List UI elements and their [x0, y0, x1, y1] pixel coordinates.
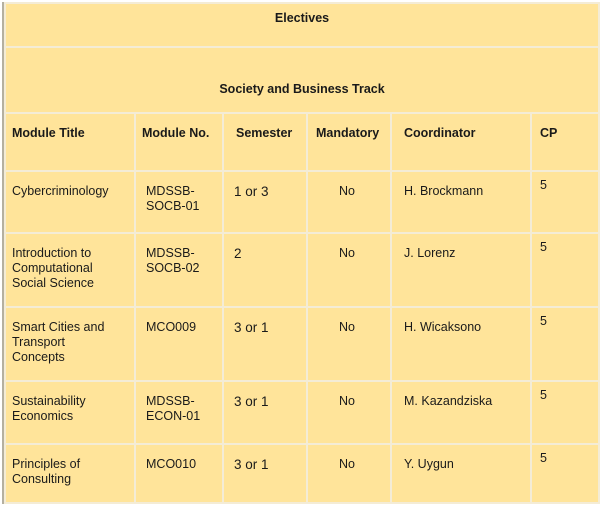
cell-mandatory: No: [306, 232, 392, 308]
table-row: Introduction to Computational Social Sci…: [4, 232, 600, 308]
cell-mandatory: No: [306, 443, 392, 504]
table-title: Electives: [3, 2, 600, 48]
column-header-label: CP: [540, 126, 558, 140]
track-row: Society and Business Track: [3, 46, 600, 114]
table-row: Smart Cities and Transport Concepts MCO0…: [4, 306, 600, 382]
cell-module-no: MDSSB-SOCB-01: [134, 170, 224, 234]
cell-coordinator: H. Brockmann: [390, 170, 532, 234]
coordinator-text: H. Wicaksono: [404, 320, 482, 334]
cell-semester: 3 or 1: [222, 443, 308, 504]
cell-module-title: Smart Cities and Transport Concepts: [4, 306, 136, 382]
electives-table: Electives Society and Business Track Mod…: [3, 2, 600, 504]
cell-module-no: MCO009: [134, 306, 224, 382]
cell-semester: 2: [222, 232, 308, 308]
semester-text: 3 or 1: [234, 394, 269, 409]
cp-text: 5: [540, 388, 547, 402]
cell-cp: 5: [529, 232, 600, 308]
cell-module-no: MDSSB-ECON-01: [134, 380, 224, 445]
cell-cp: 5: [529, 380, 600, 445]
cell-coordinator: Y. Uygun: [390, 443, 532, 504]
track-heading-text: Society and Business Track: [219, 82, 385, 96]
cell-coordinator: J. Lorenz: [390, 232, 532, 308]
cell-mandatory: No: [306, 306, 392, 382]
cp-text: 5: [540, 240, 547, 254]
coordinator-text: Y. Uygun: [404, 457, 454, 471]
table-title-text: Electives: [274, 11, 330, 25]
cell-mandatory: No: [306, 380, 392, 445]
column-header-label: Semester: [236, 126, 293, 140]
column-header-label: Mandatory: [316, 126, 380, 140]
cp-text: 5: [540, 451, 547, 465]
module-no-text: MCO009: [146, 320, 197, 334]
cp-text: 5: [540, 314, 547, 328]
cell-module-title: Cybercriminology: [4, 170, 136, 234]
cell-coordinator: H. Wicaksono: [390, 306, 532, 382]
coordinator-text: M. Kazandziska: [404, 394, 493, 408]
module-title-text: Sustainability Economics: [12, 394, 86, 423]
track-heading: Society and Business Track: [3, 46, 600, 114]
cell-semester: 1 or 3: [222, 170, 308, 234]
column-header-mandatory: Mandatory: [306, 112, 392, 172]
cell-cp: 5: [529, 170, 600, 234]
column-header-label: Module No.: [142, 126, 210, 140]
semester-text: 3 or 1: [234, 320, 269, 335]
mandatory-text: No: [339, 457, 355, 471]
module-no-text: MDSSB-ECON-01: [146, 394, 201, 423]
module-no-text: MCO010: [146, 457, 197, 471]
semester-text: 2: [234, 246, 242, 261]
module-title-text: Cybercriminology: [12, 184, 109, 198]
cell-module-no: MCO010: [134, 443, 224, 504]
module-title-text: Introduction to Computational Social Sci…: [12, 246, 94, 290]
cell-module-title: Sustainability Economics: [4, 380, 136, 445]
module-title-text: Smart Cities and Transport Concepts: [12, 320, 105, 364]
table-title-row: Electives: [3, 2, 600, 48]
column-header-coordinator: Coordinator: [390, 112, 532, 172]
column-header-label: Coordinator: [404, 126, 476, 140]
semester-text: 3 or 1: [234, 457, 269, 472]
coordinator-text: J. Lorenz: [404, 246, 456, 260]
cell-semester: 3 or 1: [222, 380, 308, 445]
cp-text: 5: [540, 178, 547, 192]
column-header-label: Module Title: [12, 126, 85, 140]
cell-module-title: Introduction to Computational Social Sci…: [4, 232, 136, 308]
module-no-text: MDSSB-SOCB-02: [146, 246, 200, 275]
column-header-semester: Semester: [222, 112, 308, 172]
column-header-cp: CP: [529, 112, 600, 172]
cell-cp: 5: [529, 306, 600, 382]
cell-coordinator: M. Kazandziska: [390, 380, 532, 445]
table-row: Sustainability Economics MDSSB-ECON-01 3…: [4, 380, 600, 445]
table-row: Principles of Consulting MCO010 3 or 1 N…: [4, 443, 600, 504]
cell-cp: 5: [529, 443, 600, 504]
cell-module-title: Principles of Consulting: [4, 443, 136, 504]
cell-module-no: MDSSB-SOCB-02: [134, 232, 224, 308]
module-title-text: Principles of Consulting: [12, 457, 81, 486]
column-header-module-title: Module Title: [4, 112, 136, 172]
column-header-module-no: Module No.: [134, 112, 224, 172]
mandatory-text: No: [339, 394, 355, 408]
module-no-text: MDSSB-SOCB-01: [146, 184, 200, 213]
table-row: Cybercriminology MDSSB-SOCB-01 1 or 3 No…: [4, 170, 600, 234]
cell-semester: 3 or 1: [222, 306, 308, 382]
header-row: Module Title Module No. Semester Mandato…: [4, 112, 600, 172]
mandatory-text: No: [339, 246, 355, 260]
semester-text: 1 or 3: [234, 184, 269, 199]
mandatory-text: No: [339, 184, 355, 198]
mandatory-text: No: [339, 320, 355, 334]
coordinator-text: H. Brockmann: [404, 184, 484, 198]
cell-mandatory: No: [306, 170, 392, 234]
